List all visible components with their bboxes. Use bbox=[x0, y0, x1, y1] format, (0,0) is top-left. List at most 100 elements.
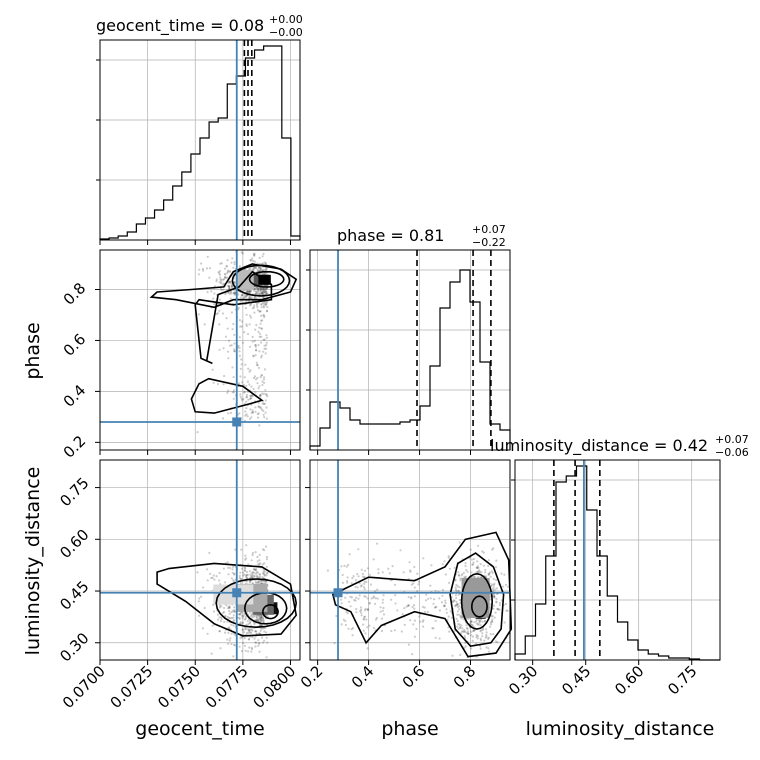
contour-line bbox=[460, 572, 494, 630]
scatter-point bbox=[252, 306, 256, 309]
scatter-point bbox=[231, 366, 234, 369]
scatter-point bbox=[252, 252, 255, 255]
scatter-point bbox=[228, 285, 231, 288]
scatter-point bbox=[257, 642, 261, 645]
scatter-point bbox=[258, 266, 261, 269]
scatter-point bbox=[248, 417, 252, 420]
scatter-point bbox=[265, 291, 268, 294]
scatter-point bbox=[265, 631, 268, 634]
scatter-point bbox=[434, 619, 437, 623]
scatter-point bbox=[261, 392, 264, 395]
scatter-point bbox=[262, 338, 265, 341]
scatter-point bbox=[492, 586, 495, 589]
scatter-point bbox=[228, 270, 231, 273]
scatter-point bbox=[430, 564, 433, 567]
scatter-point bbox=[460, 574, 463, 577]
scatter-point bbox=[425, 593, 428, 596]
scatter-point bbox=[239, 296, 242, 299]
scatter-point bbox=[454, 594, 457, 597]
scatter-point bbox=[410, 597, 413, 600]
scatter-point bbox=[218, 298, 221, 301]
scatter-point bbox=[265, 341, 268, 344]
scatter-point bbox=[469, 548, 472, 551]
scatter-point bbox=[254, 391, 257, 394]
scatter-point bbox=[444, 601, 447, 605]
scatter-point bbox=[380, 617, 384, 620]
scatter-point bbox=[249, 345, 252, 348]
scatter-point bbox=[429, 597, 432, 600]
scatter-point bbox=[504, 583, 508, 586]
scatter-point bbox=[259, 618, 263, 622]
scatter-point bbox=[254, 266, 257, 269]
scatter-point bbox=[493, 582, 496, 585]
scatter-point bbox=[233, 350, 236, 353]
scatter-point bbox=[203, 323, 206, 326]
scatter-point bbox=[230, 344, 233, 347]
scatter-point bbox=[263, 416, 266, 419]
scatter-point bbox=[219, 262, 222, 265]
scatter-point bbox=[487, 573, 490, 577]
scatter-point bbox=[255, 361, 258, 364]
scatter-point bbox=[426, 610, 429, 614]
scatter-point bbox=[212, 381, 215, 384]
scatter-point bbox=[472, 561, 475, 564]
scatter-point bbox=[356, 572, 359, 576]
scatter-point bbox=[253, 637, 256, 640]
scatter-point bbox=[351, 634, 354, 637]
scatter-point bbox=[241, 636, 244, 639]
scatter-point bbox=[249, 408, 252, 411]
scatter-point bbox=[364, 607, 367, 610]
scatter-point bbox=[206, 255, 209, 258]
scatter-point bbox=[255, 304, 258, 307]
scatter-point bbox=[356, 586, 359, 589]
scatter-point bbox=[458, 626, 462, 629]
scatter-point bbox=[264, 290, 268, 293]
scatter-point bbox=[445, 608, 448, 611]
histogram-layer bbox=[99, 45, 720, 661]
scatter-point bbox=[504, 602, 508, 606]
scatter-point bbox=[254, 266, 257, 269]
scatter-point bbox=[349, 595, 352, 598]
scatter-point bbox=[248, 570, 251, 573]
scatter-point bbox=[244, 414, 247, 417]
scatter-point bbox=[261, 636, 264, 639]
scatter-point bbox=[263, 570, 266, 573]
scatter-point bbox=[390, 598, 393, 601]
scatter-point bbox=[201, 267, 204, 271]
scatter-point bbox=[246, 620, 249, 623]
scatter-point bbox=[240, 611, 243, 614]
scatter-point bbox=[251, 395, 254, 398]
scatter-point bbox=[224, 631, 227, 634]
scatter-point bbox=[255, 574, 259, 578]
scatter-point bbox=[449, 610, 452, 613]
scatter-point bbox=[345, 610, 348, 614]
scatter-point bbox=[438, 637, 441, 640]
scatter-point bbox=[264, 389, 267, 392]
scatter-point bbox=[225, 265, 228, 268]
scatter-point bbox=[212, 574, 215, 577]
scatter-point bbox=[249, 621, 252, 624]
scatter-point bbox=[252, 387, 255, 391]
scatter-point bbox=[265, 580, 268, 583]
scatter-point bbox=[495, 559, 498, 562]
scatter-point bbox=[363, 595, 366, 598]
scatter-point bbox=[239, 582, 242, 585]
scatter-point bbox=[459, 653, 462, 657]
scatter-point bbox=[487, 636, 490, 639]
scatter-point bbox=[241, 341, 245, 344]
scatter-point bbox=[249, 295, 252, 298]
scatter-point bbox=[355, 607, 358, 611]
scatter-point bbox=[228, 605, 231, 608]
scatter-point bbox=[252, 259, 255, 262]
scatter-point bbox=[388, 572, 391, 575]
scatter-point bbox=[248, 268, 251, 271]
scatter-point bbox=[262, 287, 266, 290]
scatter-point bbox=[261, 641, 264, 644]
scatter-point bbox=[226, 276, 229, 279]
scatter-point bbox=[462, 630, 465, 633]
scatter-point bbox=[487, 564, 490, 568]
scatter-point bbox=[227, 573, 230, 576]
scatter-point bbox=[218, 579, 221, 582]
scatter-point bbox=[262, 350, 265, 353]
scatter-point bbox=[216, 618, 220, 621]
